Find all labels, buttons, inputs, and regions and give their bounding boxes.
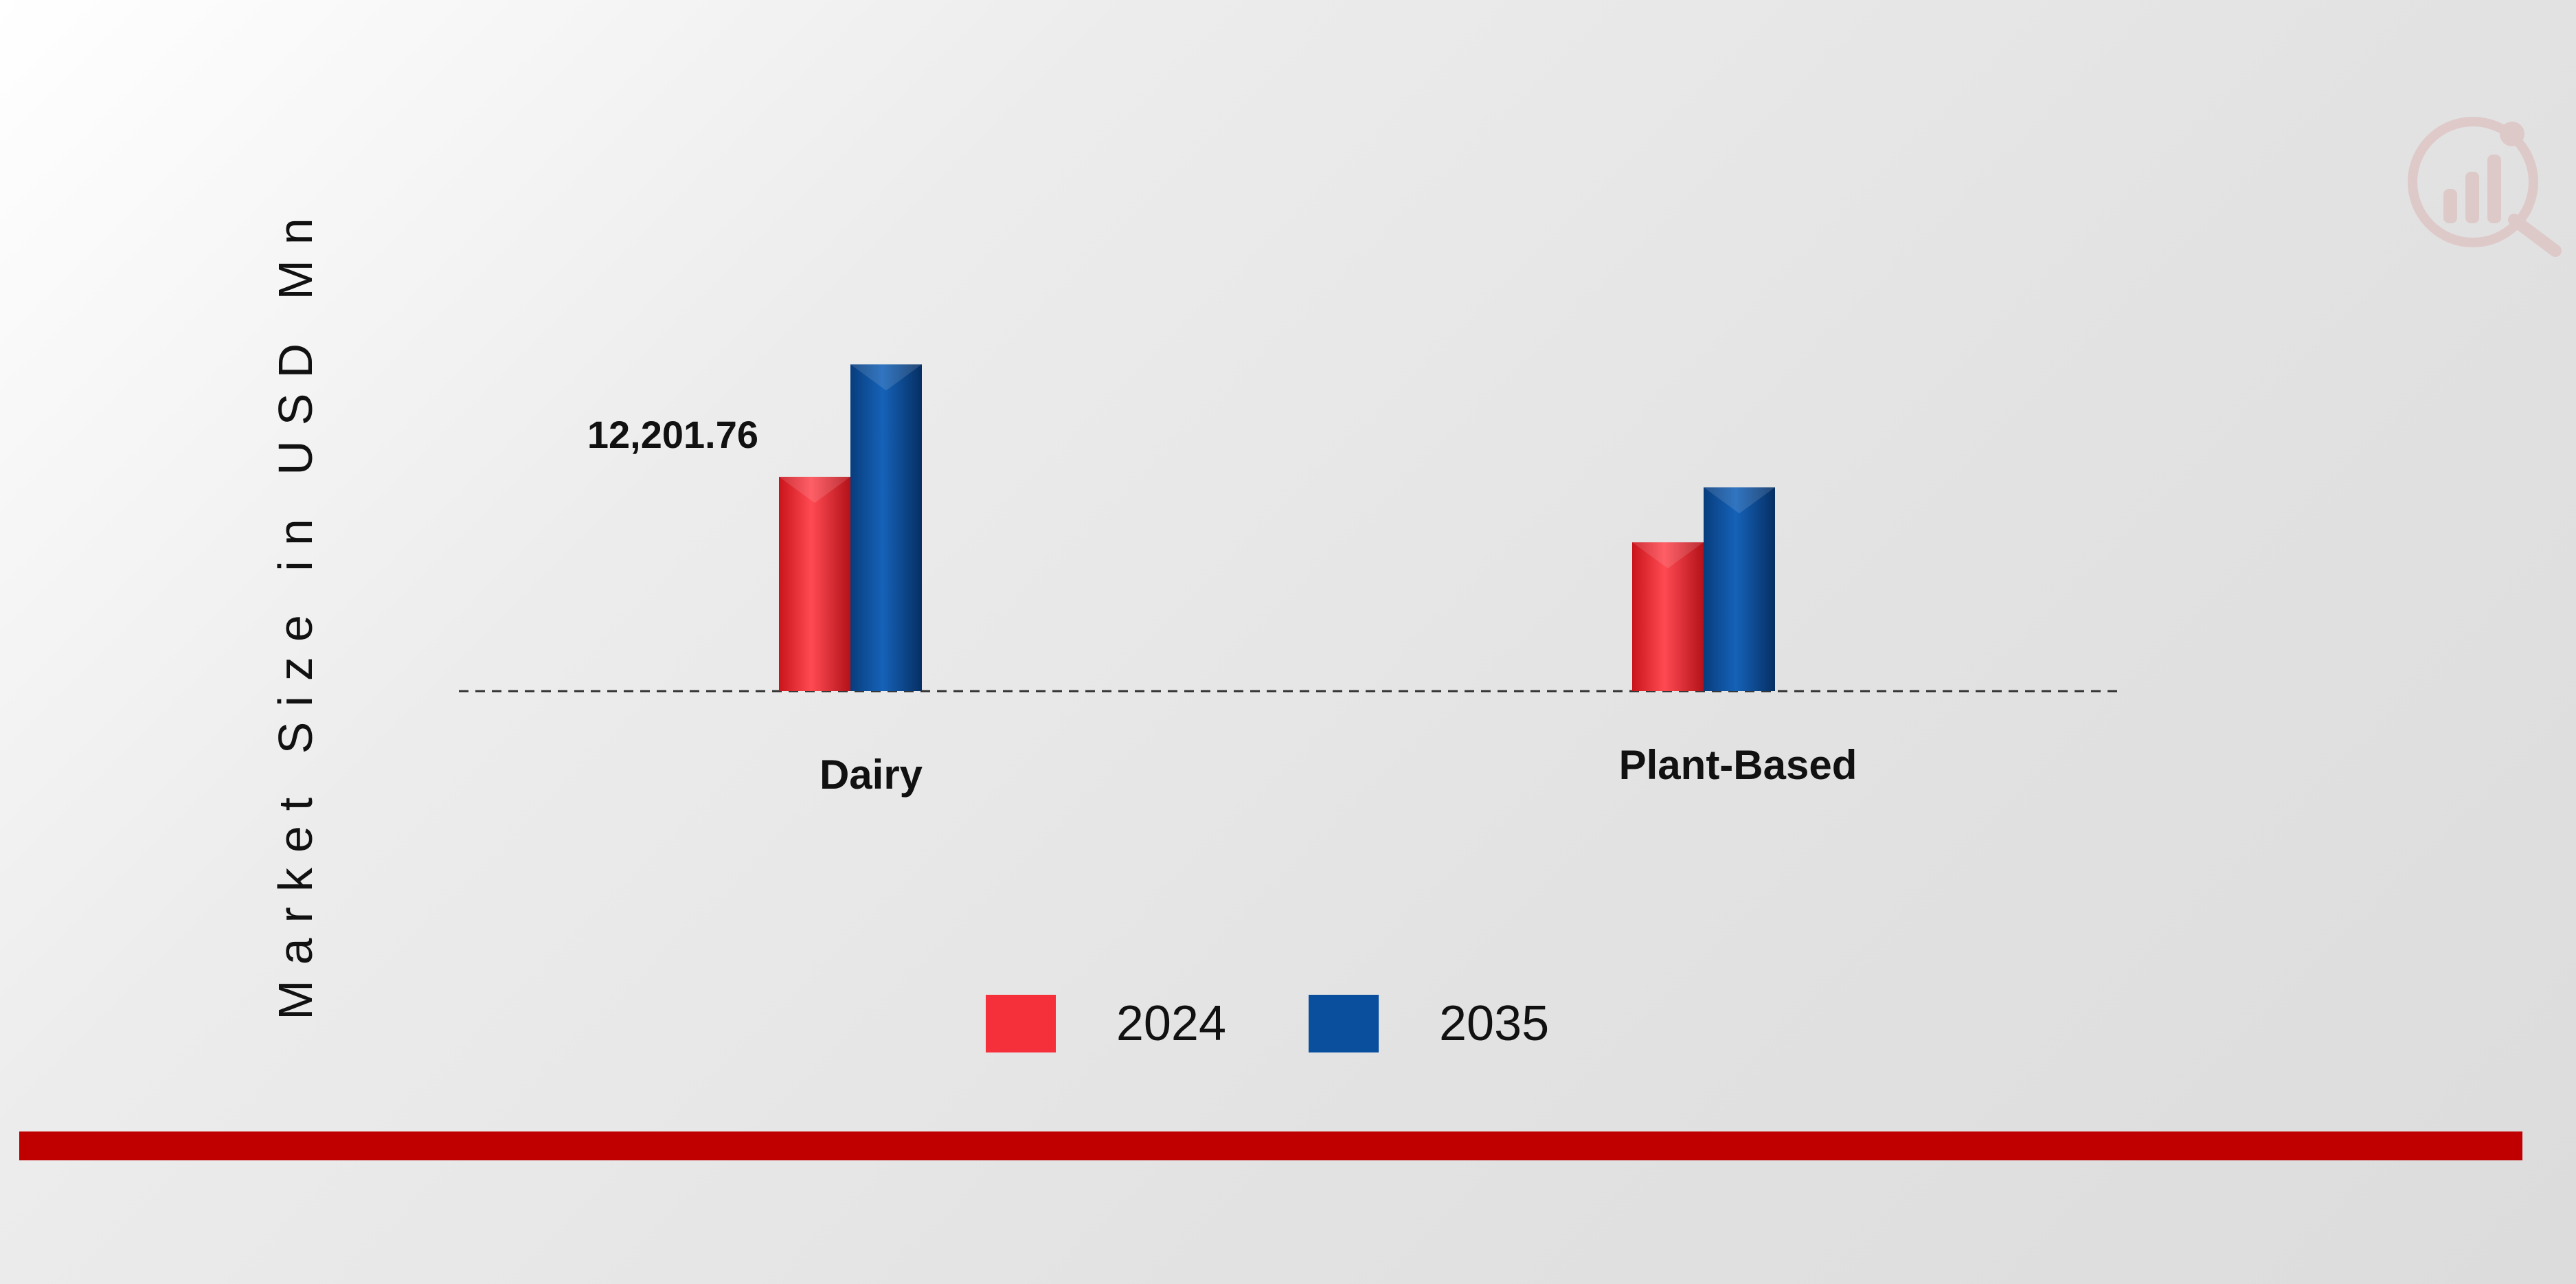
market-research-logo-icon — [2408, 117, 2562, 257]
bar-2035-plant-based — [1704, 487, 1775, 691]
legend-item-2035: 2035 — [1309, 995, 1549, 1052]
footer-accent-band — [19, 1131, 2522, 1160]
legend: 2024 2035 — [0, 989, 2555, 1058]
data-label-2024-dairy: 12,201.76 — [587, 413, 758, 456]
legend-label-2024: 2024 — [1116, 996, 1226, 1051]
legend-item-2024: 2024 — [985, 995, 1226, 1052]
bar-2035-dairy — [850, 364, 922, 691]
bar-2024-plant-based — [1632, 542, 1704, 691]
legend-label-2035: 2035 — [1439, 996, 1550, 1051]
bar-2024-dairy — [779, 477, 850, 691]
x-tick-label-plant-based: Plant-Based — [1619, 742, 1857, 788]
x-tick-label-dairy: Dairy — [820, 752, 923, 798]
legend-swatch-2035 — [1309, 995, 1379, 1052]
legend-swatch-2024 — [985, 995, 1056, 1052]
